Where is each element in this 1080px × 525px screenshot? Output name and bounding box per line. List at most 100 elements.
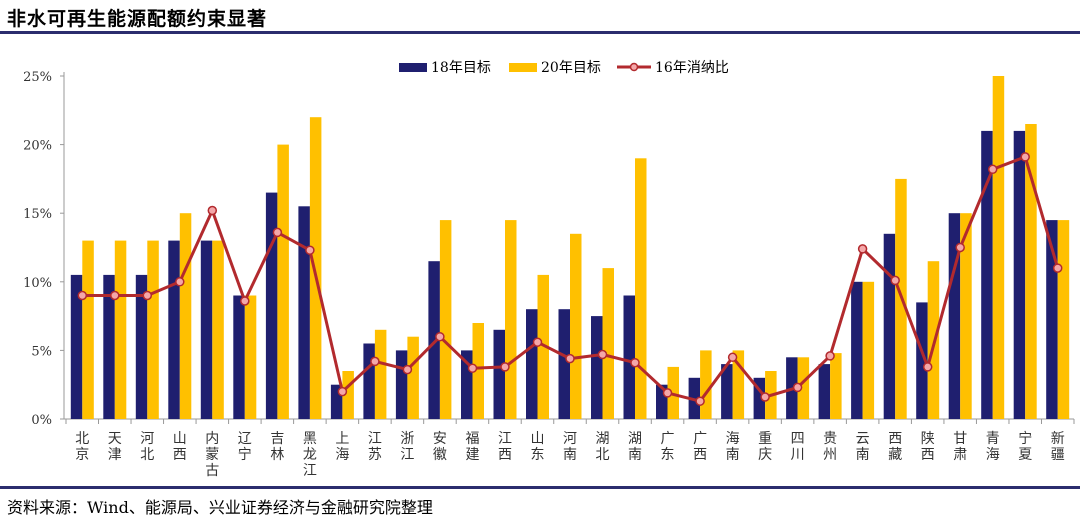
legend-swatch-20: [509, 63, 537, 72]
category-label: 海南: [726, 431, 740, 463]
point-16: [922, 362, 933, 372]
category-label: 江苏: [368, 431, 382, 463]
bar-18: [428, 261, 440, 419]
y-tick-label: 20%: [23, 139, 52, 154]
point-16: [175, 277, 185, 287]
source-note: 资料来源：Wind、能源局、兴业证券经济与金融研究院整理: [7, 498, 433, 517]
category-label: 贵州: [823, 431, 837, 463]
point-16: [370, 356, 380, 367]
bar-20: [439, 220, 452, 419]
point-16: [110, 290, 120, 301]
bar-20: [114, 240, 127, 419]
chart-line: [77, 152, 1063, 406]
bar-18: [558, 309, 570, 419]
bar-20: [472, 323, 484, 419]
bar-20: [505, 220, 517, 419]
bar-18: [656, 384, 668, 419]
category-label: 天津: [108, 431, 122, 463]
bar-20: [244, 295, 257, 419]
point-16: [142, 290, 153, 301]
bar-20: [147, 240, 159, 419]
bar-18: [623, 295, 635, 419]
point-16: [240, 296, 250, 306]
bar-20: [732, 350, 745, 419]
y-tick-label: 5%: [31, 344, 52, 359]
point-16: [500, 362, 510, 372]
point-16: [857, 244, 868, 254]
bar-18: [753, 377, 766, 419]
point-16: [792, 382, 803, 393]
bar-20: [212, 240, 224, 419]
point-16: [272, 227, 283, 238]
category-label: 陕西: [921, 431, 935, 463]
point-16: [435, 331, 445, 342]
category-label: 重庆: [758, 431, 772, 463]
bar-18: [200, 240, 213, 419]
bar-18: [916, 302, 928, 419]
bar-20: [374, 329, 387, 419]
category-label: 内蒙古: [205, 431, 219, 479]
bar-18: [265, 192, 278, 419]
legend-label-20: 20年目标: [541, 60, 601, 76]
bar-20: [1057, 220, 1070, 419]
category-label: 青海: [986, 431, 1000, 463]
legend-marker-16: [629, 62, 639, 72]
bar-20: [309, 117, 322, 419]
point-16: [337, 386, 348, 397]
category-label: 四川: [791, 431, 805, 463]
bar-20: [537, 274, 549, 419]
point-16: [597, 349, 608, 360]
bar-18: [981, 130, 993, 419]
bar-20: [82, 240, 94, 419]
y-tick-label: 25%: [23, 70, 52, 85]
category-label: 湖南: [628, 431, 642, 463]
bar-18: [818, 364, 831, 419]
bar-18: [591, 316, 603, 419]
bar-18: [70, 274, 83, 419]
bar-18: [948, 213, 961, 419]
bar-20: [797, 357, 810, 419]
legend-swatch-18: [399, 63, 427, 72]
bar-20: [570, 233, 582, 419]
bar-18: [363, 343, 375, 419]
bar-18: [1013, 130, 1026, 419]
bar-20: [700, 350, 712, 419]
category-label: 吉林: [270, 431, 284, 463]
chart-bars: [70, 76, 1070, 420]
y-tick-label: 10%: [23, 276, 52, 291]
point-16: [825, 351, 835, 361]
bar-18: [168, 240, 180, 419]
point-16: [630, 357, 640, 368]
category-label: 云南: [856, 431, 870, 463]
category-label: 甘肃: [953, 431, 967, 463]
bar-20: [830, 353, 842, 419]
point-16: [727, 352, 738, 363]
point-16: [305, 245, 315, 255]
bar-20: [862, 281, 875, 419]
point-16: [77, 290, 88, 301]
category-label: 西藏: [888, 431, 902, 463]
bar-18: [493, 329, 505, 419]
bar-18: [883, 233, 896, 419]
category-label: 上海: [335, 431, 349, 463]
bar-18: [851, 281, 863, 419]
category-label: 浙江: [400, 431, 414, 463]
category-label: 新疆: [1051, 431, 1065, 463]
category-label: 山东: [531, 431, 545, 463]
category-label: 宁夏: [1018, 430, 1032, 463]
point-16: [1052, 263, 1063, 273]
point-16: [402, 364, 413, 375]
bar-18: [461, 350, 473, 419]
bar-18: [233, 295, 245, 419]
title-divider: [0, 31, 1080, 34]
category-label: 广东: [661, 431, 675, 463]
bar-18: [721, 364, 733, 419]
legend-label-16: 16年消纳比: [655, 60, 729, 76]
point-16: [565, 353, 575, 364]
bar-18: [103, 274, 115, 419]
point-16: [467, 363, 478, 373]
bar-20: [277, 144, 289, 419]
bar-20: [1025, 124, 1037, 419]
category-label: 安徽: [433, 431, 447, 463]
